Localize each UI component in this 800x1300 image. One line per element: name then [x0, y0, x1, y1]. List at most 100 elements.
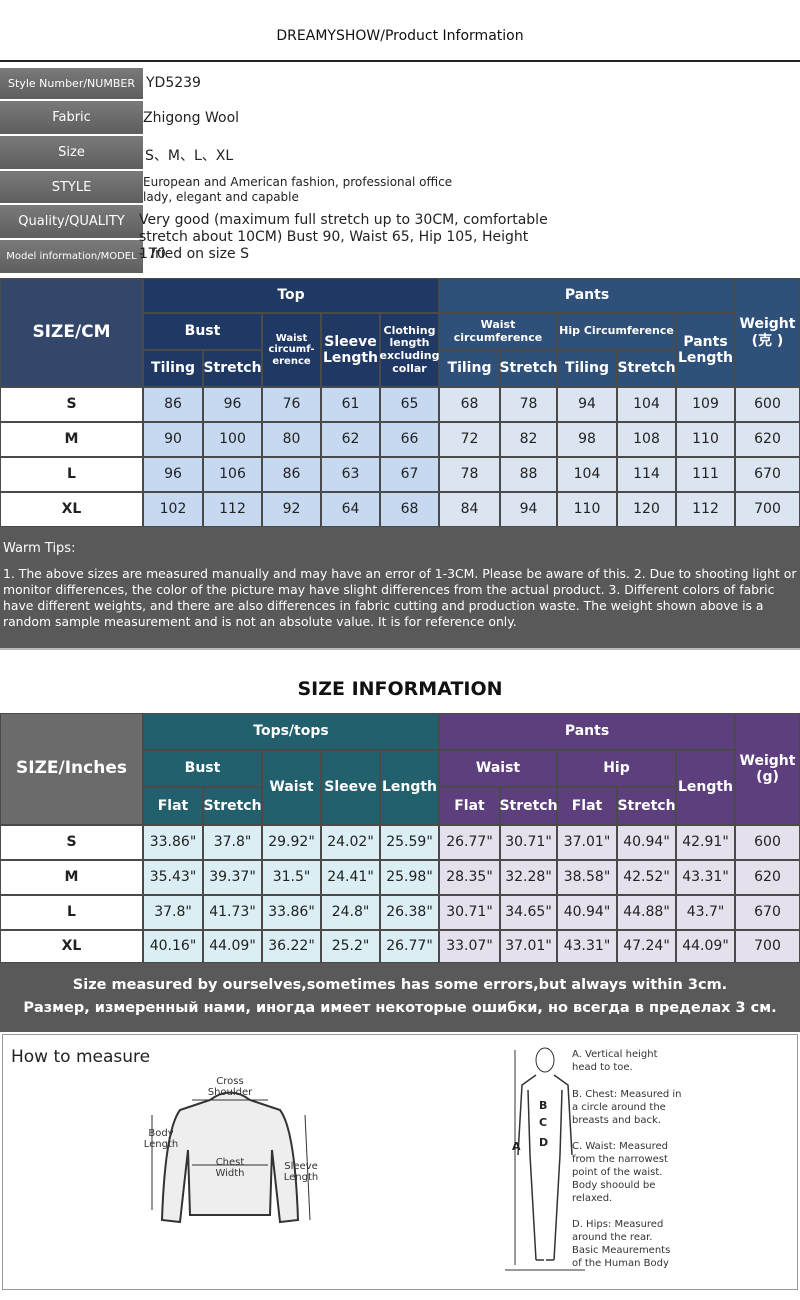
- body-note: C. Waist: Measured from the narrowest po…: [572, 1141, 669, 1204]
- data-cell: 30.71": [439, 895, 500, 930]
- header-cell: Stretch: [617, 350, 676, 387]
- data-cell: 110: [676, 422, 735, 457]
- data-cell: 26.38": [380, 895, 439, 930]
- data-cell: 98: [557, 422, 617, 457]
- tips-text: 1. The above sizes are measured manually…: [3, 566, 797, 629]
- header-cell: Flat: [439, 787, 500, 825]
- header-cell: SIZE/CM: [0, 278, 143, 387]
- data-cell: 41.73": [203, 895, 262, 930]
- sweater-label: Sleeve Length: [283, 1161, 319, 1183]
- data-cell: 43.31": [676, 860, 735, 895]
- header-cell: Tops/tops: [143, 713, 439, 750]
- data-cell: 84: [439, 492, 500, 527]
- info-label: Size: [0, 136, 143, 171]
- data-cell: 37.8": [203, 825, 262, 860]
- info-value: - Tried on size S: [139, 246, 249, 262]
- data-cell: 90: [143, 422, 203, 457]
- data-cell: 44.09": [203, 930, 262, 963]
- info-value: Zhigong Wool: [143, 110, 240, 126]
- data-cell: 37.01": [557, 825, 617, 860]
- data-cell: 40.16": [143, 930, 203, 963]
- data-cell: 78: [439, 457, 500, 492]
- sweater-drawing: [151, 1091, 311, 1224]
- data-cell: 30.71": [500, 825, 557, 860]
- data-cell: 36.22": [262, 930, 321, 963]
- data-cell: 111: [676, 457, 735, 492]
- data-cell: 25.59": [380, 825, 439, 860]
- header-cell: Stretch: [203, 350, 262, 387]
- data-cell: 94: [557, 387, 617, 422]
- info-value: YD5239: [146, 75, 201, 91]
- header-cell: Pants: [439, 278, 735, 313]
- data-cell: 88: [500, 457, 557, 492]
- header-cell: Hip: [557, 750, 676, 787]
- data-cell: 104: [617, 387, 676, 422]
- body-letter: C: [539, 1116, 548, 1129]
- data-cell: 24.02": [321, 825, 380, 860]
- divider: [0, 648, 800, 650]
- header-cell: Waist circumf-erence: [262, 313, 321, 387]
- data-cell: 34.65": [500, 895, 557, 930]
- data-cell: 112: [203, 492, 262, 527]
- data-cell: 61: [321, 387, 380, 422]
- data-cell: 25.98": [380, 860, 439, 895]
- header-cell: Stretch: [499, 787, 558, 825]
- header-cell: Bust: [143, 313, 262, 350]
- header-cell: Weight (g): [735, 713, 800, 825]
- data-cell: 104: [557, 457, 617, 492]
- note-en: Size measured by ourselves,sometimes has…: [72, 977, 728, 993]
- data-cell: 39.37": [203, 860, 262, 895]
- data-cell: 92: [262, 492, 321, 527]
- info-value: Very good (maximum full stretch up to 30…: [139, 212, 548, 262]
- header-cell: Waist circumference: [439, 313, 557, 350]
- data-cell: 26.77": [439, 825, 500, 860]
- sweater-label: Chest Width: [215, 1157, 245, 1179]
- header-cell: SIZE/Inches: [0, 713, 143, 825]
- header-cell: Flat: [557, 787, 617, 825]
- data-cell: 24.41": [321, 860, 380, 895]
- data-cell: 108: [617, 422, 676, 457]
- header-cell: Length: [380, 750, 439, 825]
- data-cell: L: [0, 895, 143, 930]
- data-cell: 40.94": [557, 895, 617, 930]
- data-cell: 110: [557, 492, 617, 527]
- info-label: Fabric: [0, 101, 143, 136]
- header-cell: Sleeve: [321, 750, 380, 825]
- section-title: SIZE INFORMATION: [297, 678, 503, 700]
- measure-box: [2, 1034, 798, 1290]
- header-cell: Bust: [143, 750, 262, 787]
- data-cell: 33.86": [262, 895, 321, 930]
- header-cell: Tiling: [143, 350, 203, 387]
- data-cell: 700: [735, 930, 800, 963]
- header-cell: Top: [143, 278, 439, 313]
- data-cell: 620: [735, 860, 800, 895]
- data-cell: 68: [380, 492, 439, 527]
- data-cell: 29.92": [262, 825, 321, 860]
- header-cell: Length: [676, 750, 735, 825]
- header-cell: Hip Circumference: [557, 313, 676, 350]
- header-cell: Weight (克 ): [735, 278, 800, 387]
- header-cell: Pants: [439, 713, 735, 750]
- body-letter: B: [539, 1099, 548, 1112]
- data-cell: 600: [735, 825, 800, 860]
- data-cell: S: [0, 387, 143, 422]
- data-cell: 106: [203, 457, 262, 492]
- info-label: STYLE: [0, 171, 143, 205]
- data-cell: 109: [676, 387, 735, 422]
- body-letter: D: [539, 1136, 549, 1149]
- data-cell: 670: [735, 895, 800, 930]
- data-cell: 43.31": [557, 930, 617, 963]
- info-label: Quality/QUALITY: [0, 205, 143, 240]
- data-cell: 33.07": [439, 930, 500, 963]
- body-note: A. Vertical height head to toe.: [572, 1049, 658, 1073]
- tips-box: [0, 527, 800, 648]
- data-cell: 35.43": [143, 860, 203, 895]
- data-cell: 43.7": [676, 895, 735, 930]
- data-cell: M: [0, 860, 143, 895]
- header-cell: Tiling: [439, 350, 500, 387]
- data-cell: 112: [676, 492, 735, 527]
- data-cell: 44.09": [676, 930, 735, 963]
- header-cell: Stretch: [499, 350, 558, 387]
- data-cell: 100: [203, 422, 262, 457]
- info-value: S、M、L、XL: [145, 148, 234, 164]
